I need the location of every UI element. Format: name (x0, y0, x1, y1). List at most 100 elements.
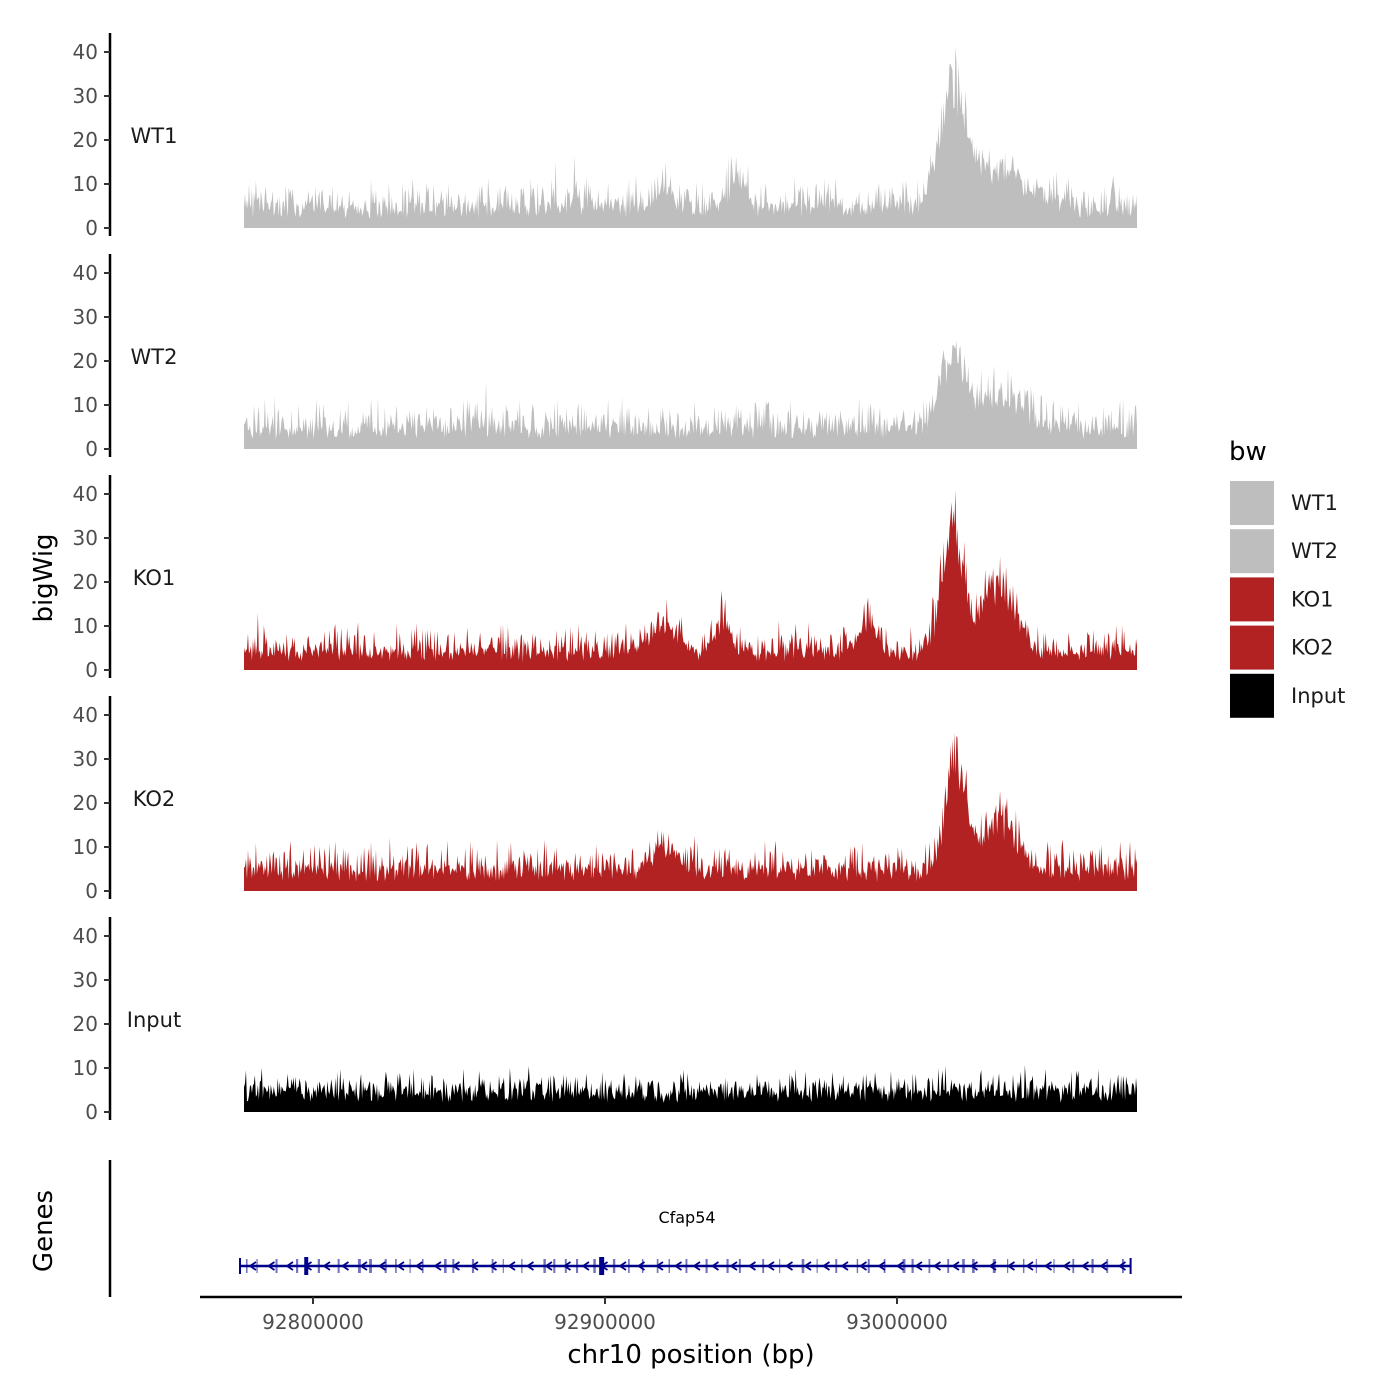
signal-area-input (244, 1064, 1137, 1112)
strand-arrow (1117, 1261, 1126, 1271)
strand-arrow (396, 1261, 405, 1271)
strand-arrow (340, 1261, 349, 1271)
strand-arrow (414, 1261, 423, 1271)
signal-area-wt1 (244, 46, 1137, 228)
gene-exon (972, 1259, 975, 1273)
strand-arrow (1043, 1261, 1052, 1271)
strand-arrow (710, 1261, 719, 1271)
y-tick-label: 20 (73, 570, 98, 594)
gene-exon (902, 1259, 906, 1273)
y-tick-label: 20 (73, 349, 98, 373)
legend-label: KO1 (1291, 587, 1334, 611)
strand-arrow (766, 1261, 775, 1271)
strand-arrow (1062, 1261, 1071, 1271)
strand-arrow (248, 1261, 257, 1271)
y-tick-label: 30 (73, 84, 98, 108)
gene-exon (422, 1259, 424, 1273)
y-tick-label: 10 (73, 172, 98, 196)
x-tick-label: 92800000 (262, 1310, 364, 1334)
track-wt2: 0 10 20 30 40 WT2 (73, 254, 1137, 461)
gene-label: Cfap54 (658, 1208, 715, 1227)
legend: bw WT1 WT2 KO1 KO2 Input (1229, 437, 1345, 718)
gene-exon (738, 1259, 741, 1273)
strand-arrow (895, 1261, 904, 1271)
legend-key-input (1230, 673, 1274, 718)
y-tick-label: 30 (73, 305, 98, 329)
strand-arrow (784, 1261, 793, 1271)
strand-arrow (932, 1261, 941, 1271)
strand-arrow (488, 1261, 497, 1271)
gene-exon (668, 1259, 670, 1273)
gene-exon (317, 1259, 320, 1273)
y-tick-label: 40 (73, 40, 98, 64)
genes-axis-title: Genes (29, 1190, 59, 1272)
strand-arrow (692, 1261, 701, 1271)
strand-arrow (303, 1261, 312, 1271)
gene-exon (705, 1259, 708, 1273)
y-tick-label: 30 (73, 968, 98, 992)
strand-arrow (877, 1261, 886, 1271)
y-tick-label: 40 (73, 261, 98, 285)
strand-arrow (507, 1261, 516, 1271)
legend-label: Input (1291, 684, 1345, 708)
y-tick-label: 0 (85, 879, 98, 903)
strand-arrow (470, 1261, 479, 1271)
gene-exon (685, 1259, 688, 1273)
x-tick-label: 92900000 (554, 1310, 656, 1334)
gene-exon (962, 1259, 965, 1273)
gene-exon (726, 1259, 729, 1273)
gene-exon (628, 1259, 630, 1273)
gene-exon (1035, 1259, 1037, 1273)
gene-exon (992, 1259, 996, 1273)
strand-arrow (544, 1261, 553, 1271)
strand-arrow (840, 1261, 849, 1271)
legend-label: WT1 (1291, 491, 1338, 515)
legend-label: WT2 (1291, 539, 1338, 563)
strand-arrow (266, 1261, 275, 1271)
strand-arrow (951, 1261, 960, 1271)
gene-exon (762, 1259, 765, 1273)
x-tick-label: 93000000 (846, 1310, 948, 1334)
y-axis-title: bigWig (29, 533, 59, 622)
track-wt1: 0 10 20 30 40 WT1 (73, 33, 1137, 240)
gene-exon (947, 1259, 950, 1273)
strand-arrow (803, 1261, 812, 1271)
strand-arrow (673, 1261, 682, 1271)
y-tick-label: 40 (73, 703, 98, 727)
gene-exon (553, 1259, 556, 1273)
y-tick-label: 10 (73, 835, 98, 859)
gene-exon (911, 1259, 914, 1273)
legend-key-ko2 (1230, 625, 1274, 670)
y-tick-label: 0 (85, 437, 98, 461)
strand-arrow (562, 1261, 571, 1271)
strand-arrow (969, 1261, 978, 1271)
gene-exon (867, 1259, 870, 1273)
strand-arrow (377, 1261, 386, 1271)
legend-title: bw (1229, 437, 1267, 467)
strand-arrow (322, 1261, 331, 1271)
gene-exon (612, 1259, 616, 1273)
gene-exon (856, 1259, 859, 1273)
strand-arrow (285, 1261, 294, 1271)
signal-area-ko2 (244, 731, 1137, 891)
strand-arrow (1099, 1261, 1108, 1271)
gene-exon (883, 1259, 886, 1273)
track-label: KO1 (133, 566, 176, 590)
legend-key-ko1 (1230, 577, 1274, 622)
y-tick-label: 20 (73, 791, 98, 815)
y-tick-label: 0 (85, 216, 98, 240)
signal-area-ko1 (244, 489, 1137, 670)
x-axis-title: chr10 position (bp) (567, 1340, 814, 1370)
y-tick-label: 10 (73, 393, 98, 417)
gene-exon (1091, 1259, 1094, 1273)
gene-exon (801, 1259, 805, 1273)
gene-exon (1022, 1259, 1025, 1273)
strand-arrow (729, 1261, 738, 1271)
gene-exon (521, 1259, 523, 1273)
track-label: Input (127, 1008, 181, 1032)
strand-arrow (581, 1261, 590, 1271)
strand-arrow (359, 1261, 368, 1271)
y-tick-label: 20 (73, 1012, 98, 1036)
y-tick-label: 0 (85, 658, 98, 682)
